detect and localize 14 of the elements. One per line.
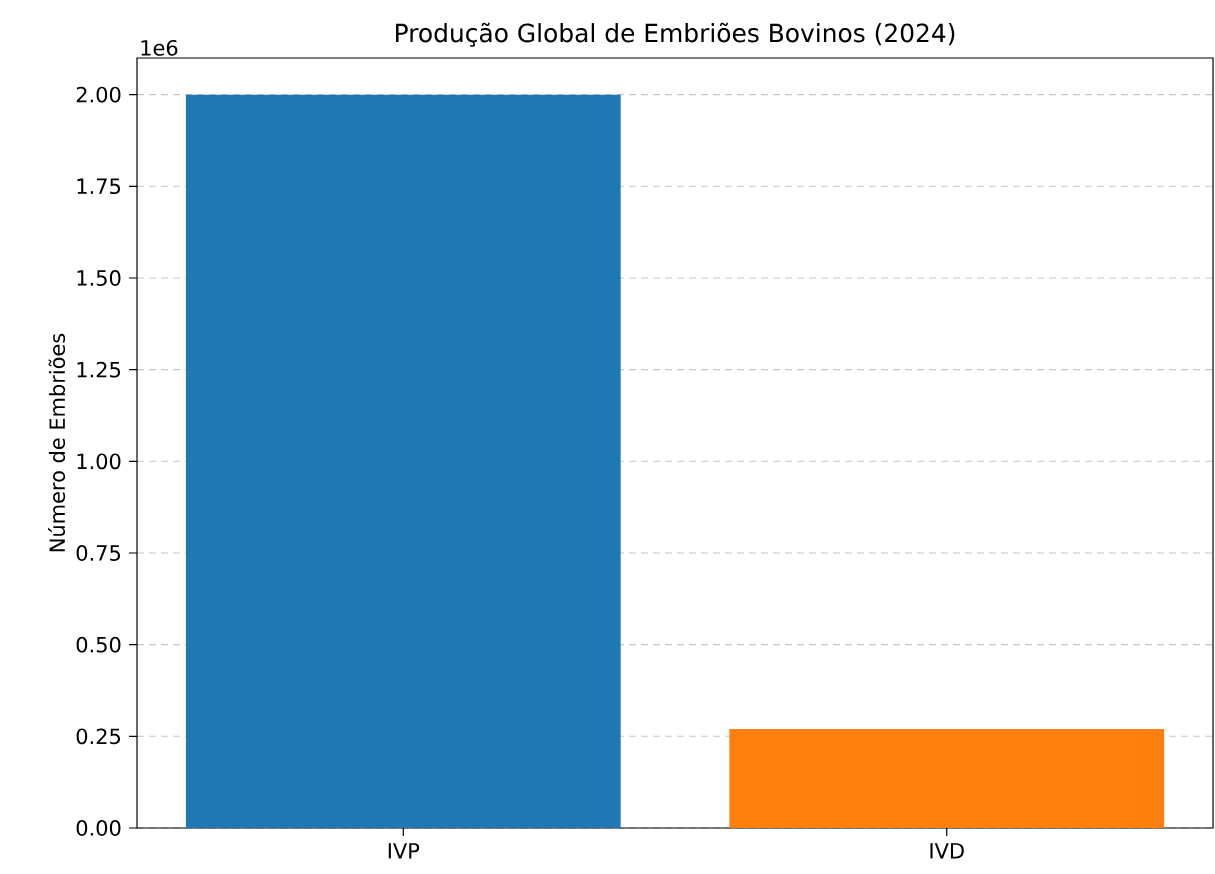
y-tick-label: 0.25 <box>76 728 120 745</box>
y-tick-label: 2.00 <box>76 86 121 103</box>
y-tick-label: 1.25 <box>77 361 120 378</box>
y-tick-label: 1.75 <box>77 178 120 195</box>
y-tick-label: 1.50 <box>77 270 121 286</box>
chart-title: Produção Global de Embriões Bovinos (2024) <box>396 22 955 47</box>
y-tick-label: 1.00 <box>77 453 121 470</box>
y-tick-label: 0.50 <box>76 636 121 653</box>
y-tick-label: 0.75 <box>76 545 120 561</box>
x-tick-label: IVP <box>388 843 420 859</box>
text: 1e6 <box>141 39 178 56</box>
x-tick-label: IVD <box>930 843 964 859</box>
y-axis-title: Número de Embriões <box>48 333 66 552</box>
y-tick-label: 0.00 <box>76 820 121 836</box>
